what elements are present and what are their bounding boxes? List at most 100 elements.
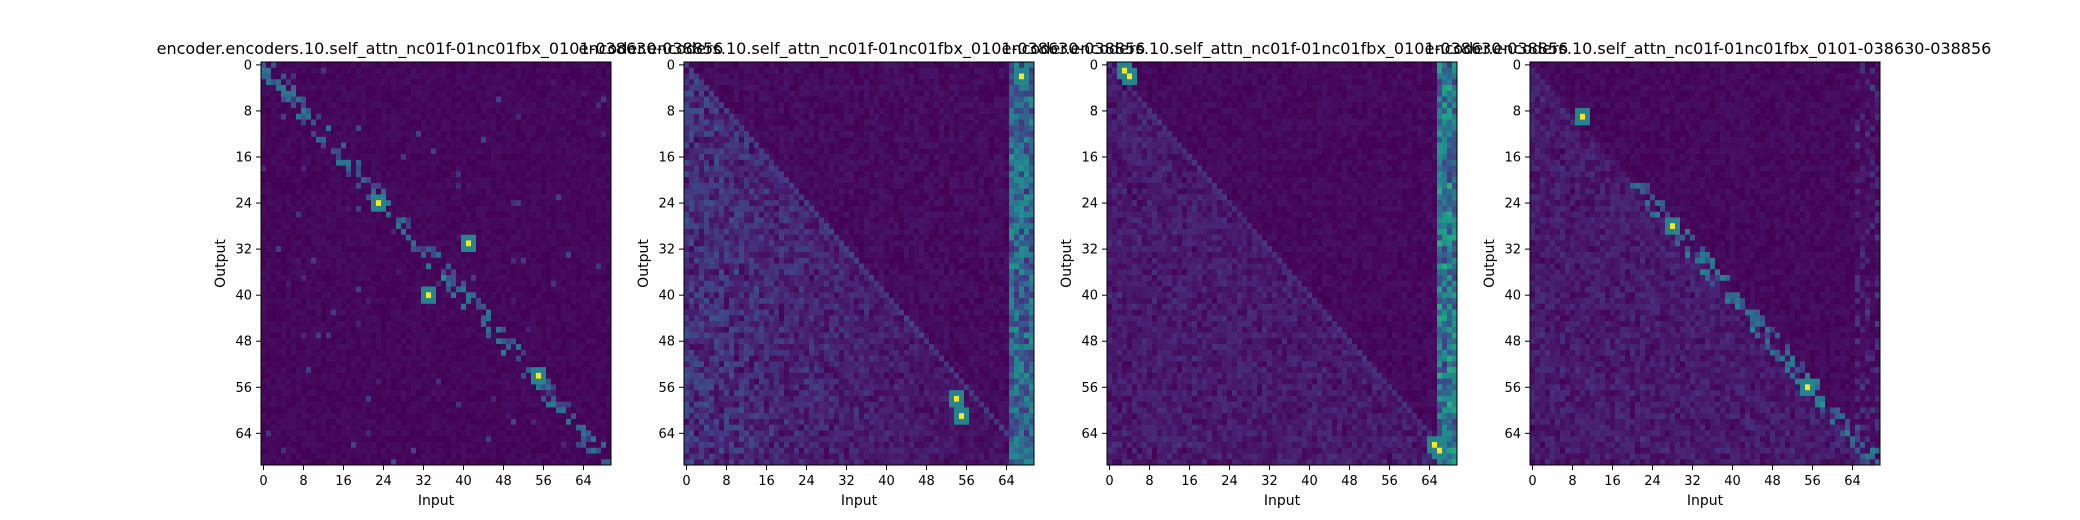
heatmap-cell (421, 384, 427, 391)
heatmap-cell (536, 390, 542, 397)
heatmap-cell (476, 211, 482, 218)
heatmap-cell (541, 177, 547, 184)
heatmap-cell (451, 332, 457, 339)
heatmap-cell (536, 177, 542, 184)
heatmap-cell (566, 269, 572, 276)
heatmap-cell (341, 275, 347, 282)
heatmap-cell (316, 424, 322, 431)
heatmap-cell (386, 171, 392, 178)
heatmap-cell (431, 67, 437, 74)
heatmap-cell (361, 240, 367, 247)
heatmap-cell (431, 188, 437, 195)
heatmap-cell (431, 390, 437, 397)
heatmap-cell (511, 79, 517, 86)
heatmap-cell (586, 459, 592, 466)
heatmap-cell (511, 223, 517, 230)
heatmap-cell (501, 165, 507, 172)
heatmap-cell (456, 424, 462, 431)
heatmap-cell (596, 349, 602, 357)
heatmap-cell (496, 102, 502, 109)
heatmap-cell (361, 96, 367, 103)
heatmap-cell (266, 171, 272, 178)
heatmap-cell (521, 205, 527, 213)
heatmap-cell (421, 217, 427, 224)
heatmap-cell (561, 355, 567, 362)
heatmap-cell (321, 430, 327, 437)
heatmap-cell (261, 211, 267, 218)
heatmap-cell (401, 436, 407, 443)
heatmap-cell (366, 441, 372, 449)
heatmap-cell (361, 355, 367, 362)
heatmap-cell (491, 453, 497, 460)
heatmap-cell (326, 188, 332, 195)
heatmap-cell (406, 367, 412, 374)
heatmap-cell (296, 378, 302, 385)
heatmap-cell (326, 73, 332, 80)
heatmap-cell (406, 211, 412, 218)
heatmap-cell (461, 378, 467, 385)
heatmap-cells (684, 62, 1035, 466)
heatmap-cell (461, 108, 467, 115)
heatmap-cell (436, 113, 442, 120)
heatmap-cell (456, 136, 462, 143)
heatmap-cell (371, 355, 377, 362)
heatmap-cell (306, 102, 312, 109)
heatmap-cell (386, 303, 392, 310)
heatmap-cell (406, 298, 412, 305)
heatmap-cell (446, 67, 452, 74)
heatmap-cell (276, 441, 282, 449)
heatmap-cell (526, 275, 532, 282)
heatmap-cell (321, 159, 327, 167)
heatmap-cell (581, 125, 587, 132)
heatmap-cell (286, 79, 292, 86)
heatmap-cell (301, 96, 307, 103)
heatmap-cell (456, 85, 462, 92)
heatmap-cell (356, 407, 362, 414)
heatmap-cell (296, 309, 302, 316)
heatmap-cell (581, 96, 587, 103)
heatmap-cell (351, 108, 357, 115)
heatmap-cell (904, 62, 910, 69)
heatmap-cell (586, 182, 592, 190)
heatmap-cell (576, 62, 582, 69)
heatmap-cell (471, 280, 477, 287)
heatmap-cell (271, 96, 277, 103)
heatmap-cell (461, 240, 467, 247)
heatmap-cell (491, 113, 497, 120)
heatmap-cell (596, 332, 602, 339)
heatmap-cell (606, 257, 612, 264)
x-tick-label: 48 (495, 474, 512, 489)
heatmap-cell (411, 205, 417, 213)
heatmap-cell (526, 378, 532, 385)
heatmap-cell (571, 315, 577, 322)
heatmap-cell (306, 154, 312, 161)
heatmap-cell (356, 148, 362, 155)
heatmap-cell (306, 303, 312, 310)
heatmap-cell (306, 257, 312, 264)
heatmap-cell (601, 441, 607, 449)
heatmap-cell (376, 441, 382, 449)
heatmap-cell (316, 108, 322, 115)
heatmap-cell (591, 395, 597, 403)
heatmap-cell (471, 292, 477, 299)
heatmap-cell (561, 367, 567, 374)
heatmap-cell (391, 257, 397, 264)
heatmap-cell (421, 177, 427, 184)
heatmap-cell (551, 228, 557, 236)
heatmap-cell (456, 73, 462, 80)
heatmap-cell (391, 228, 397, 236)
heatmap-cell (321, 165, 327, 172)
heatmap-cell (426, 85, 432, 92)
heatmap-cell (476, 349, 482, 357)
heatmap-cell (376, 298, 382, 305)
heatmap-cell (491, 257, 497, 264)
heatmap-cell (476, 142, 482, 149)
heatmap-cell (586, 344, 592, 351)
heatmap-cell (899, 62, 905, 69)
heatmap-cell (311, 280, 317, 287)
heatmap-cell (601, 263, 607, 270)
heatmap-cell (281, 240, 287, 247)
heatmap-cell (426, 131, 432, 138)
heatmap-cell (526, 292, 532, 299)
heatmap-cell (421, 401, 427, 408)
